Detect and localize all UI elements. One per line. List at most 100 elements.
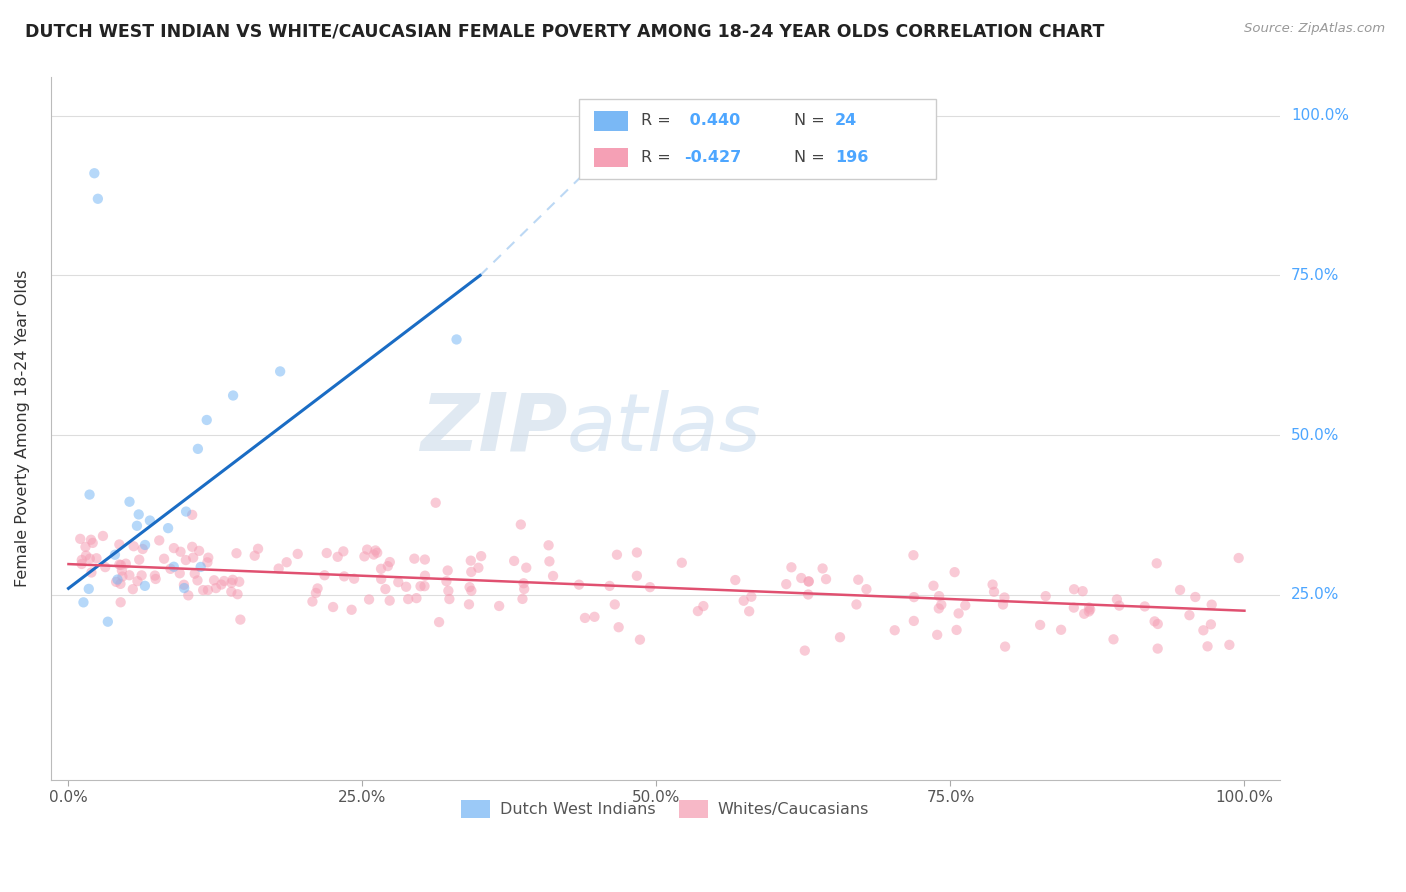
Point	[305, 586, 328, 600]
Point	[378, 555, 401, 569]
Point	[413, 552, 436, 566]
Point	[108, 537, 131, 551]
Point	[928, 601, 950, 615]
Point	[1078, 600, 1101, 615]
Point	[568, 577, 591, 591]
Point	[994, 640, 1017, 654]
Text: Source: ZipAtlas.com: Source: ZipAtlas.com	[1244, 22, 1385, 36]
Point	[197, 550, 219, 565]
Point	[671, 556, 693, 570]
Point	[427, 615, 450, 629]
Point	[169, 545, 191, 559]
Point	[929, 598, 952, 612]
Point	[221, 584, 243, 599]
Point	[405, 591, 427, 606]
Point	[1035, 589, 1057, 603]
Point	[467, 561, 489, 575]
Point	[229, 613, 252, 627]
Point	[157, 521, 180, 535]
Point	[131, 568, 153, 582]
Point	[247, 541, 270, 556]
Point	[945, 623, 967, 637]
Bar	[593, 112, 628, 131]
Point	[1192, 624, 1215, 638]
Point	[797, 587, 820, 601]
Point	[69, 532, 91, 546]
Point	[110, 595, 132, 609]
Point	[114, 557, 136, 571]
Point	[775, 577, 797, 591]
Point	[583, 609, 606, 624]
Point	[1178, 608, 1201, 623]
Point	[315, 546, 337, 560]
Legend: Dutch West Indians, Whites/Caucasians: Dutch West Indians, Whites/Caucasians	[456, 793, 876, 825]
Point	[470, 549, 492, 563]
Point	[353, 549, 375, 564]
Point	[91, 529, 114, 543]
Point	[173, 578, 195, 592]
Point	[174, 505, 197, 519]
Text: 196: 196	[835, 150, 869, 165]
Point	[357, 592, 380, 607]
Point	[70, 557, 93, 571]
Point	[366, 546, 388, 560]
Point	[188, 544, 211, 558]
Point	[79, 551, 101, 566]
Point	[134, 579, 156, 593]
Point	[1133, 599, 1156, 614]
Point	[343, 572, 366, 586]
Point	[378, 593, 401, 607]
Point	[855, 582, 877, 597]
Point	[111, 564, 134, 578]
Point	[197, 582, 219, 597]
Point	[70, 553, 93, 567]
Point	[127, 574, 149, 589]
Point	[110, 577, 132, 591]
Point	[1029, 618, 1052, 632]
Point	[503, 554, 526, 568]
Point	[1168, 582, 1191, 597]
Point	[458, 598, 481, 612]
Point	[1146, 641, 1168, 656]
Point	[1146, 557, 1168, 571]
Point	[626, 545, 648, 559]
Point	[111, 569, 134, 583]
Point	[797, 574, 820, 589]
Point	[1108, 599, 1130, 613]
Point	[603, 598, 626, 612]
Point	[927, 628, 949, 642]
Point	[364, 543, 387, 558]
Point	[243, 549, 266, 563]
Point	[1071, 584, 1094, 599]
Point	[190, 560, 212, 574]
Point	[181, 508, 204, 522]
Point	[159, 562, 181, 576]
Point	[512, 576, 534, 591]
Point	[513, 582, 536, 596]
Point	[903, 548, 925, 562]
Point	[212, 574, 235, 588]
Point	[222, 388, 245, 402]
Point	[413, 579, 436, 593]
Point	[80, 533, 103, 547]
Point	[121, 582, 143, 597]
Point	[333, 569, 356, 583]
Point	[301, 594, 323, 608]
Point	[228, 574, 250, 589]
Point	[226, 587, 249, 601]
Text: 50.0%: 50.0%	[1291, 427, 1339, 442]
Point	[104, 548, 127, 562]
Point	[370, 562, 392, 576]
Point	[628, 632, 651, 647]
Point	[460, 565, 482, 579]
Point	[79, 487, 101, 501]
Point	[538, 554, 561, 568]
Point	[332, 544, 354, 558]
Point	[363, 548, 385, 562]
Point	[209, 577, 232, 591]
Text: 0.440: 0.440	[683, 113, 740, 128]
Point	[993, 591, 1015, 605]
Point	[118, 568, 141, 582]
Text: R =: R =	[641, 113, 675, 128]
Point	[446, 333, 468, 347]
